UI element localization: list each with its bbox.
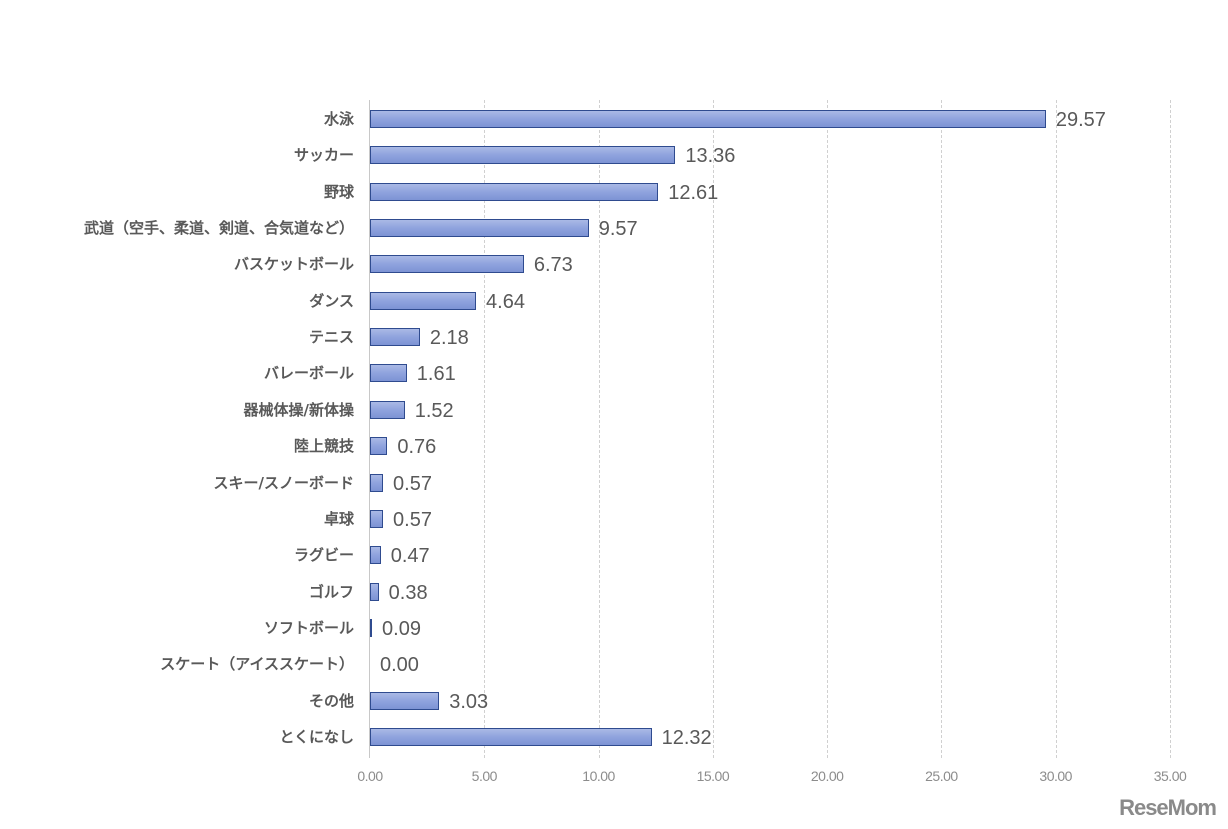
- x-tick-label: 5.00: [471, 768, 498, 784]
- bar: [370, 618, 373, 637]
- category-label: 武道（空手、柔道、剣道、合気道など）: [83, 219, 354, 238]
- value-label: 12.32: [661, 726, 712, 749]
- category-label: ラグビー: [293, 546, 354, 565]
- value-label: 1.52: [414, 399, 454, 422]
- category-label: その他: [308, 691, 354, 710]
- bar: [370, 546, 381, 565]
- bar: [370, 110, 1046, 128]
- bar: [370, 727, 652, 746]
- category-label: 水泳: [323, 110, 354, 128]
- category-label: バスケットボール: [233, 255, 354, 274]
- category-label: とくになし: [279, 727, 354, 746]
- gridline: [1170, 100, 1171, 758]
- category-label: ゴルフ: [308, 582, 354, 601]
- category-label: サッカー: [293, 146, 354, 165]
- value-label: 0.47: [390, 545, 430, 568]
- gridline: [712, 100, 714, 758]
- value-label: 0.00: [380, 654, 419, 677]
- bar: [370, 437, 388, 456]
- bar: [370, 219, 589, 238]
- category-axis-line: [369, 100, 370, 758]
- x-tick-label: 10.00: [582, 768, 615, 784]
- gridline: [941, 100, 943, 758]
- value-label: 2.18: [429, 327, 469, 350]
- value-label: 0.57: [393, 508, 432, 531]
- x-tick-label: 20.00: [810, 768, 844, 784]
- value-label: 0.09: [382, 617, 421, 640]
- bar: [370, 328, 420, 347]
- value-label: 12.61: [668, 181, 719, 204]
- bar: [370, 255, 524, 274]
- category-label: 器械体操/新体操: [243, 400, 354, 419]
- value-label: 0.76: [397, 436, 437, 459]
- resemom-logo: ReseMom: [1119, 795, 1217, 820]
- bar: [370, 291, 477, 310]
- category-label: バレーボール: [263, 364, 354, 383]
- gridline: [827, 100, 829, 758]
- bar: [370, 400, 405, 419]
- bar: [370, 582, 379, 601]
- x-tick-label: 15.00: [696, 768, 730, 784]
- category-label: ダンス: [309, 291, 354, 310]
- category-label: ソフトボール: [263, 618, 354, 637]
- value-label: 0.38: [388, 581, 428, 604]
- category-label: 陸上競技: [293, 437, 354, 456]
- value-label: 0.57: [393, 472, 432, 495]
- value-label: 29.57: [1055, 109, 1106, 131]
- value-label: 13.36: [685, 145, 736, 168]
- value-label: 4.64: [486, 290, 525, 313]
- category-label: 卓球: [323, 509, 354, 528]
- x-tick-label: 35.00: [1153, 768, 1187, 784]
- category-label: スキー/スノーボード: [213, 473, 354, 492]
- bar: [370, 364, 407, 383]
- gridline: [484, 100, 486, 758]
- x-tick-label: 0.00: [357, 768, 383, 784]
- bar: [370, 146, 676, 165]
- value-label: 1.61: [416, 363, 456, 386]
- bar: [370, 473, 384, 492]
- x-tick-label: 30.00: [1039, 768, 1072, 784]
- bar: [370, 509, 384, 528]
- category-label: テニス: [308, 328, 354, 347]
- value-label: 9.57: [598, 218, 638, 241]
- bar: [370, 182, 659, 201]
- x-tick-label: 25.00: [925, 768, 958, 784]
- bar: [370, 691, 440, 710]
- gridline: [598, 100, 600, 758]
- gridline: [1055, 100, 1057, 758]
- value-label: 3.03: [449, 690, 489, 713]
- category-label: 野球: [323, 182, 354, 201]
- value-label: 6.73: [533, 254, 573, 277]
- category-label: スケート（アイススケート）: [160, 655, 354, 674]
